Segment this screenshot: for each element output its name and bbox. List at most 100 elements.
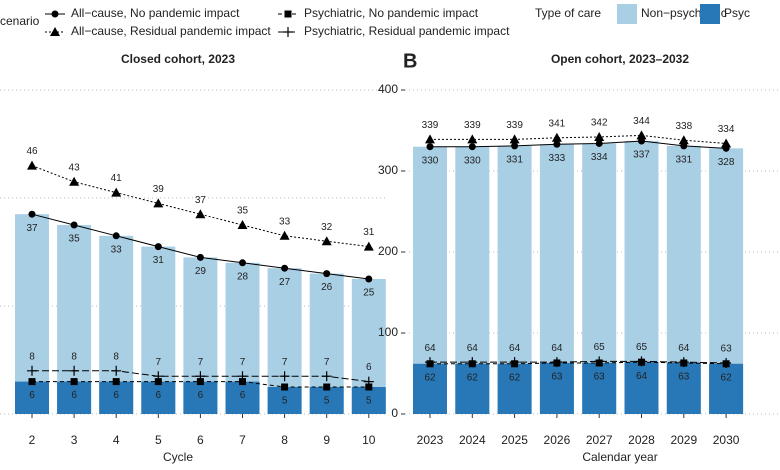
data-label: 337 [633,150,650,161]
data-label: 338 [675,121,692,132]
legend-marker [283,27,293,37]
point [594,131,605,141]
point [467,134,478,144]
point [721,138,732,148]
data-label: 46 [26,146,38,157]
panel-letter: B [403,50,417,72]
point [27,365,37,376]
data-label: 33 [279,216,291,227]
y-tick-label: 0 [391,406,398,420]
point [551,132,562,142]
bar [497,363,532,414]
data-label: 26 [321,282,333,293]
legend-label: Psychiatric, Residual pandemic impact [304,24,510,38]
point [28,378,36,386]
data-label: 6 [113,390,119,401]
legend-marker [50,27,60,36]
point [363,241,374,251]
point [195,371,206,382]
legend-label: All−cause, No pandemic impact [71,6,240,20]
x-tick-label: 2 [29,433,36,447]
data-label: 62 [509,372,521,383]
point [281,383,289,391]
point [511,142,519,150]
legend-swatch [617,4,637,24]
point [551,357,562,368]
point [69,176,80,186]
data-label: 63 [551,372,563,383]
data-label: 8 [113,351,119,362]
data-label: 6 [71,390,77,401]
x-tick-label: 2029 [670,433,697,447]
y-tick-label: 200 [378,244,398,258]
data-label: 64 [636,371,648,382]
panel-title: Closed cohort, 2023 [121,52,235,66]
series-line [430,360,727,364]
data-label: 7 [198,357,204,368]
point [321,236,332,246]
data-label: 8 [71,351,77,362]
data-label: 5 [282,396,288,407]
point [239,259,246,267]
point [636,356,647,367]
bar [709,363,744,414]
point [70,221,78,229]
point [279,230,290,240]
x-tick-label: 6 [197,433,204,447]
data-label: 64 [551,343,563,354]
data-label: 64 [678,343,690,354]
bar [413,363,447,414]
data-label: 65 [636,342,648,353]
point [69,365,80,376]
panel-title: Open cohort, 2023–2032 [551,52,689,66]
data-label: 64 [424,343,436,354]
x-tick-label: 2023 [417,433,444,447]
bar [624,362,659,414]
data-label: 35 [237,206,249,217]
point [594,356,605,367]
point [153,198,164,208]
point [154,243,162,251]
legend-label: Psyc [724,6,750,20]
data-label: 62 [721,372,733,383]
bar [267,387,302,414]
point [678,357,689,368]
data-label: 31 [153,255,165,266]
point [636,130,647,140]
data-label: 39 [153,184,165,195]
data-label: 7 [156,357,162,368]
bar [15,381,49,414]
data-label: 63 [721,344,733,355]
data-label: 341 [549,118,566,129]
data-label: 65 [594,342,606,353]
x-tick-label: 10 [362,433,376,447]
data-label: 339 [422,120,439,131]
point [111,365,122,376]
point [467,357,478,368]
x-tick-label: 2026 [544,433,571,447]
point [425,134,435,144]
point [279,371,290,382]
data-label: 27 [279,277,291,288]
x-axis-title: Cycle [163,450,193,464]
point [365,275,373,283]
data-label: 6 [29,390,35,401]
x-axis-title: Calendar year [582,450,657,464]
data-label: 37 [195,195,207,206]
point [323,270,331,278]
point [196,253,204,261]
bar [141,381,176,414]
point [112,378,120,386]
bar [225,381,260,414]
data-label: 328 [718,157,735,168]
y-tick-label: 300 [378,163,398,177]
point [27,160,37,170]
data-label: 330 [464,155,481,166]
point [721,357,732,368]
data-label: 342 [591,118,608,129]
x-tick-label: 2025 [501,433,528,447]
data-label: 5 [324,396,330,407]
bar [183,381,218,414]
point [509,134,520,144]
data-label: 62 [424,372,436,383]
